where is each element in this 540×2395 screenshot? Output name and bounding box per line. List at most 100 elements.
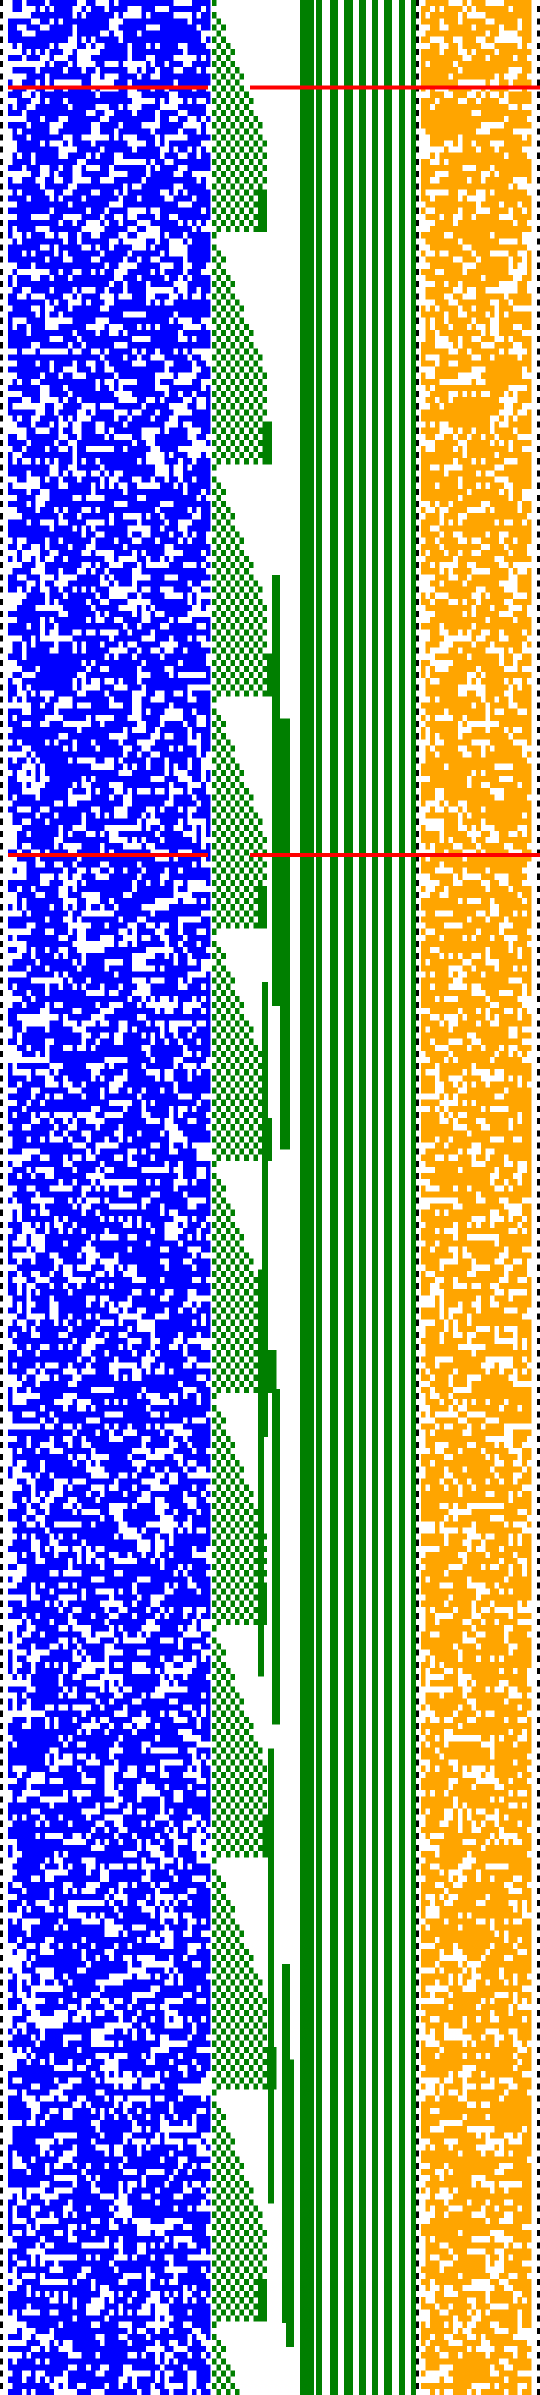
blue-cell bbox=[192, 421, 197, 428]
blue-cell bbox=[86, 1081, 105, 1088]
blue-cell bbox=[17, 525, 50, 532]
blue-cell bbox=[90, 415, 110, 422]
blue-cell bbox=[44, 800, 54, 807]
blue-cell bbox=[86, 1393, 100, 1400]
blue-cell bbox=[155, 953, 165, 960]
blue-cell bbox=[77, 219, 82, 227]
blue-cell bbox=[196, 1118, 206, 1125]
blue-cell bbox=[113, 366, 128, 373]
blue-cell bbox=[123, 1423, 128, 1430]
blue-cell bbox=[100, 91, 105, 98]
blue-cell bbox=[169, 696, 174, 703]
separator-dot bbox=[416, 549, 419, 556]
blue-cell bbox=[100, 1374, 114, 1381]
blue-cell bbox=[196, 372, 206, 379]
blue-cell bbox=[31, 1399, 45, 1406]
ruler-dot bbox=[0, 2187, 3, 2194]
blue-cell bbox=[201, 1289, 211, 1296]
blue-cell bbox=[90, 1496, 96, 1503]
separator-dot bbox=[416, 1527, 419, 1534]
ruler-dot bbox=[0, 1173, 3, 1180]
blue-cell bbox=[17, 458, 22, 465]
blue-cell bbox=[173, 794, 183, 801]
blue-cell bbox=[8, 916, 27, 923]
blue-cell bbox=[72, 1001, 91, 1009]
blue-cell bbox=[118, 73, 123, 80]
blue-cell bbox=[17, 1087, 31, 1094]
blue-cell bbox=[49, 995, 68, 1002]
blue-cell bbox=[132, 1356, 142, 1363]
separator-dot bbox=[416, 2346, 419, 2353]
blue-cell bbox=[123, 653, 128, 660]
blue-cell bbox=[8, 745, 13, 752]
blue-cell bbox=[150, 171, 156, 178]
blue-cell bbox=[187, 1142, 192, 1149]
blue-cell bbox=[201, 727, 206, 734]
blue-cell bbox=[173, 1539, 188, 1546]
blue-cell bbox=[72, 140, 77, 147]
blue-cell bbox=[40, 342, 50, 349]
blue-cell bbox=[132, 910, 137, 917]
ruler-dot bbox=[0, 1111, 3, 1119]
blue-cell bbox=[12, 1166, 18, 1174]
blue-cell bbox=[169, 837, 174, 844]
blue-cell bbox=[67, 219, 73, 227]
blue-cell bbox=[31, 965, 36, 972]
blue-cell bbox=[77, 458, 82, 465]
blue-cell bbox=[150, 1576, 156, 1583]
blue-cell bbox=[118, 116, 123, 123]
blue-cell bbox=[178, 1533, 183, 1540]
blue-cell bbox=[169, 1246, 188, 1253]
blue-cell bbox=[100, 256, 114, 263]
blue-cell bbox=[81, 977, 87, 984]
blue-cell bbox=[132, 1295, 137, 1302]
blue-cell bbox=[150, 745, 160, 752]
blue-cell bbox=[123, 617, 137, 624]
edge-dot bbox=[537, 2107, 540, 2114]
blue-cell bbox=[132, 1454, 146, 1461]
blue-cell bbox=[113, 1338, 123, 1345]
blue-cell bbox=[150, 348, 156, 355]
blue-cell bbox=[95, 1619, 100, 1626]
blue-cell bbox=[81, 1087, 87, 1094]
edge-dot bbox=[537, 604, 540, 611]
blue-cell bbox=[100, 128, 105, 135]
separator-dot bbox=[416, 818, 419, 825]
blue-cell bbox=[178, 1356, 188, 1363]
blue-cell bbox=[159, 1393, 169, 1400]
blue-cell bbox=[104, 1075, 114, 1082]
blue-cell bbox=[104, 592, 110, 599]
blue-cell bbox=[81, 391, 87, 398]
blue-cell bbox=[26, 849, 31, 856]
blue-cell bbox=[21, 1588, 27, 1595]
blue-cell bbox=[132, 739, 137, 746]
blue-cell bbox=[81, 1075, 91, 1082]
blue-cell bbox=[173, 818, 179, 825]
edge-dot bbox=[537, 372, 540, 379]
blue-cell bbox=[35, 1173, 45, 1180]
blue-cell bbox=[17, 226, 27, 233]
blue-cell bbox=[100, 1185, 105, 1192]
blue-cell bbox=[164, 1350, 183, 1357]
blue-cell bbox=[178, 507, 183, 514]
blue-cell bbox=[146, 867, 165, 874]
blue-cell bbox=[77, 446, 82, 453]
blue-cell bbox=[196, 250, 202, 257]
blue-cell bbox=[90, 1136, 96, 1143]
ruler-dot bbox=[0, 1955, 3, 1962]
blue-cell bbox=[77, 659, 82, 666]
blue-cell bbox=[159, 446, 165, 453]
blue-cell bbox=[127, 653, 133, 660]
blue-cell bbox=[8, 232, 13, 239]
blue-cell bbox=[77, 989, 82, 996]
blue-cell bbox=[118, 12, 123, 19]
blue-cell bbox=[72, 1173, 87, 1180]
blue-cell bbox=[109, 1148, 119, 1155]
blue-cell bbox=[26, 73, 36, 80]
blue-cell bbox=[201, 1502, 211, 1510]
blue-cell bbox=[169, 1429, 174, 1436]
blue-cell bbox=[192, 378, 202, 385]
blue-cell bbox=[187, 42, 197, 49]
blue-cell bbox=[67, 507, 82, 514]
blue-cell bbox=[63, 684, 73, 691]
